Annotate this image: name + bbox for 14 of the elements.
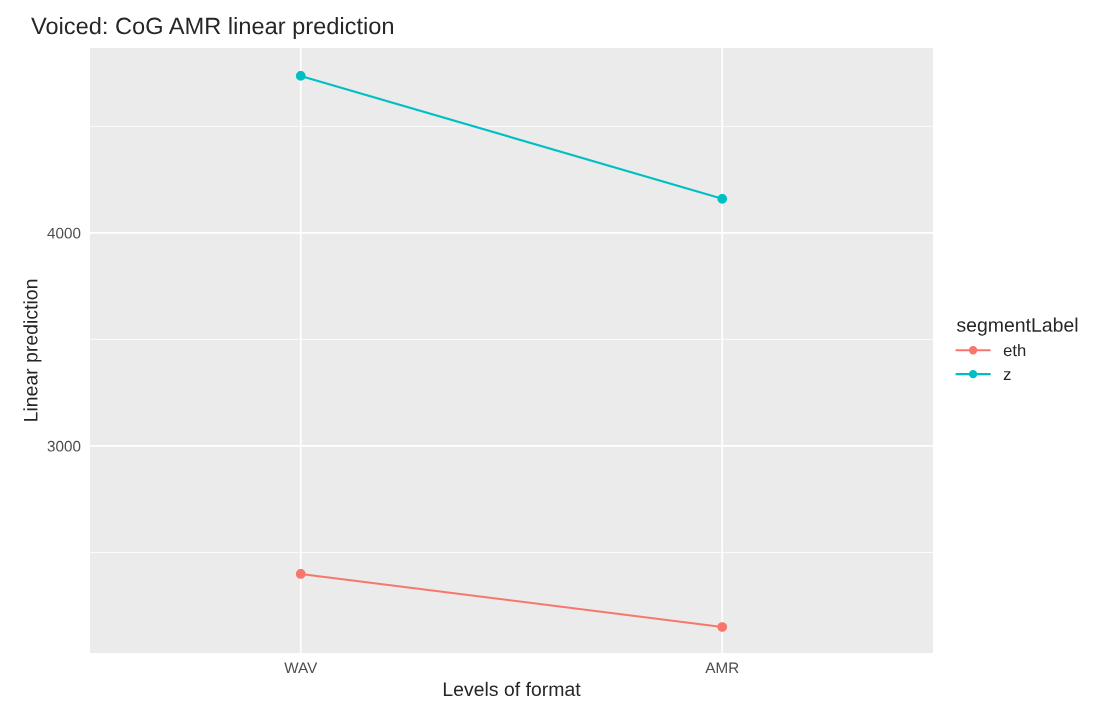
x-axis-title: Levels of format [443, 681, 581, 697]
legend-label: eth [1003, 344, 1026, 357]
y-tick-label: 3000 [47, 440, 81, 452]
point [295, 569, 306, 579]
y-tick-label: 4000 [47, 227, 81, 239]
chart-title: Voiced: CoG AMR linear prediction [31, 17, 393, 40]
legend-label: z [1003, 371, 1011, 380]
legend-title: segmentLabel [956, 317, 1078, 336]
x-tick-label: AMR [705, 662, 739, 674]
y-axis-title: Linear prediction [23, 279, 42, 421]
x-tick-label: WAV [284, 662, 318, 674]
point [717, 193, 728, 204]
point [717, 622, 728, 632]
point [295, 71, 306, 81]
